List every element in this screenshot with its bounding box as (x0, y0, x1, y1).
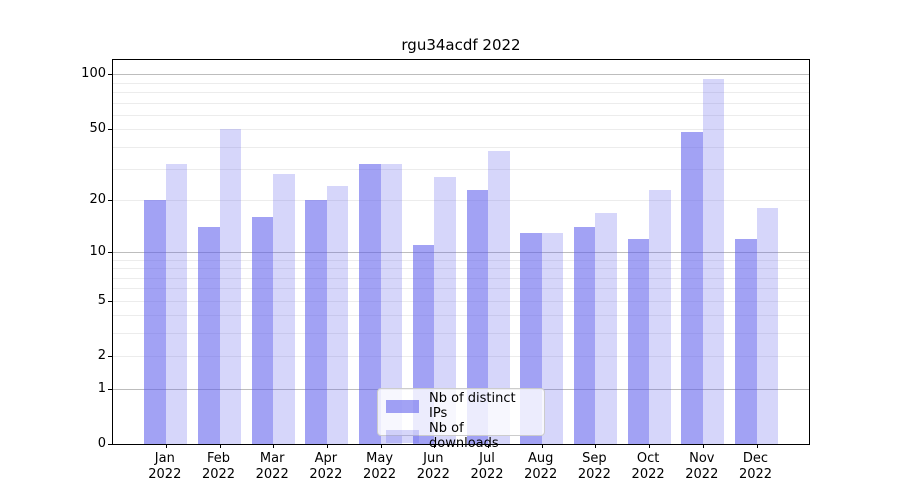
gridline-major (113, 252, 809, 253)
y-tick-mark (108, 200, 113, 202)
x-tick-label: Feb 2022 (201, 451, 236, 482)
gridline-minor (113, 200, 809, 202)
x-tick-mark (595, 444, 597, 448)
bar-distinct-ips-dec (735, 238, 757, 444)
bar-downloads-may (380, 164, 403, 444)
y-tick-mark (108, 129, 113, 131)
gridline-minor (113, 356, 809, 357)
gridline-minor (113, 300, 809, 302)
bar-distinct-ips-feb (198, 227, 220, 444)
bar-downloads-apr (326, 186, 349, 444)
bar-downloads-feb (219, 129, 241, 444)
x-tick-mark (649, 444, 651, 448)
bar-downloads-mar (273, 174, 295, 444)
bar-downloads-aug (541, 232, 564, 444)
y-tick-mark (108, 356, 113, 357)
x-tick-mark (380, 444, 382, 448)
gridline-major (113, 74, 809, 76)
legend-swatch-downloads (386, 429, 419, 443)
y-tick-label: 1 (97, 380, 106, 396)
x-tick-label: Oct 2022 (631, 451, 665, 482)
x-tick-mark (541, 444, 543, 448)
bar-distinct-ips-apr (305, 200, 327, 444)
legend-entry-distinct-ips: Nb of distinct IPs (386, 391, 536, 421)
legend-label-distinct-ips: Nb of distinct IPs (429, 391, 516, 421)
gridline-minor (113, 102, 809, 104)
gridline-minor (113, 288, 809, 290)
y-tick-label: 5 (97, 292, 106, 308)
legend-entry-downloads: Nb of downloads (386, 421, 536, 451)
x-tick-mark (702, 444, 704, 448)
bar-downloads-dec (756, 208, 778, 444)
y-tick-mark (108, 388, 113, 390)
x-tick-mark (434, 444, 436, 448)
legend-swatch-distinct-ips (386, 399, 419, 413)
plot-area (108, 59, 810, 448)
y-tick-label: 100 (81, 66, 106, 82)
bar-distinct-ips-sep (573, 227, 596, 444)
x-tick-mark (165, 444, 167, 448)
x-tick-mark (273, 444, 275, 448)
x-tick-mark (219, 444, 221, 448)
bar-downloads-jun (434, 177, 456, 444)
y-tick-mark (108, 74, 113, 76)
gridline-minor (113, 129, 809, 131)
y-tick-mark (108, 300, 113, 302)
bar-downloads-sep (595, 212, 617, 444)
x-tick-mark (326, 444, 328, 448)
gridline-minor (113, 92, 809, 94)
gridline-minor (113, 277, 809, 279)
y-tick-label: 50 (89, 121, 106, 137)
bar-distinct-ips-nov (681, 132, 703, 444)
x-tick-label: Nov 2022 (685, 451, 719, 482)
x-tick-label: Mar 2022 (255, 451, 289, 482)
legend-label-downloads: Nb of downloads (429, 421, 499, 451)
y-tick-mark (108, 444, 113, 445)
bar-downloads-jul (488, 150, 510, 444)
bar-distinct-ips-jan (144, 200, 166, 444)
x-tick-mark (488, 444, 489, 448)
x-tick-label: Jul 2022 (470, 451, 504, 482)
bar-downloads-nov (702, 78, 725, 444)
chart-title: rgu34acdf 2022 (401, 36, 521, 54)
gridline-minor (113, 268, 809, 269)
bar-distinct-ips-may (359, 164, 381, 444)
bar-distinct-ips-oct (627, 238, 650, 444)
gridline-minor (113, 259, 809, 261)
gridline-minor (113, 333, 809, 334)
x-tick-label: Jan 2022 (148, 451, 182, 482)
bar-distinct-ips-jul (466, 189, 488, 444)
x-tick-mark (756, 444, 758, 448)
x-tick-label: Dec 2022 (738, 451, 773, 482)
bar-downloads-jan (165, 164, 188, 444)
gridline-minor (113, 315, 809, 317)
x-tick-label: Aug 2022 (524, 451, 558, 482)
y-tick-label: 2 (97, 348, 106, 363)
bar-downloads-oct (649, 189, 671, 444)
bar-distinct-ips-mar (251, 217, 274, 444)
gridline-minor (113, 146, 809, 148)
y-tick-label: 0 (97, 436, 106, 451)
gridline-minor (113, 169, 809, 170)
y-tick-mark (108, 252, 113, 253)
y-tick-label: 20 (89, 192, 106, 208)
x-tick-label: May 2022 (363, 451, 397, 482)
gridline-minor (113, 82, 809, 84)
gridline-minor (113, 114, 809, 116)
legend: Nb of distinct IPs Nb of downloads (377, 388, 545, 451)
y-tick-label: 10 (89, 244, 106, 259)
x-tick-label: Jun 2022 (416, 451, 450, 482)
x-tick-label: Apr 2022 (309, 451, 343, 482)
x-tick-label: Sep 2022 (577, 451, 611, 482)
